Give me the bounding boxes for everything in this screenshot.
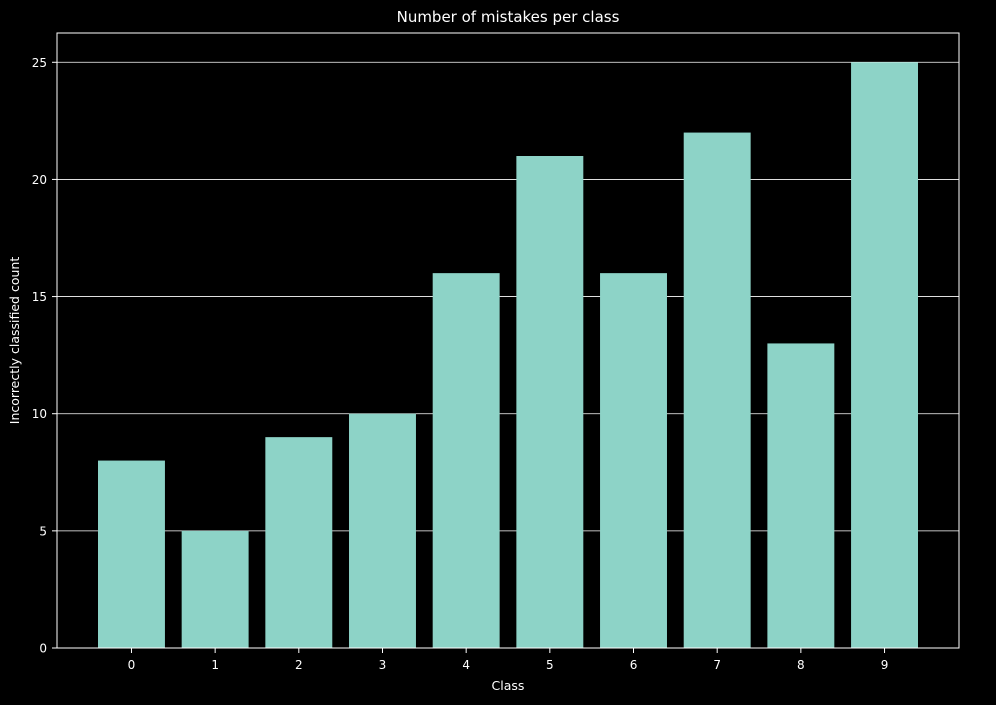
x-axis-label: Class — [492, 678, 525, 693]
x-tick-label: 6 — [630, 658, 638, 672]
x-tick-label: 5 — [546, 658, 554, 672]
plot-frame — [56, 32, 960, 649]
bars — [98, 62, 918, 649]
x-tick-label: 7 — [713, 658, 721, 672]
x-axis-ticks: 0 1 2 3 4 5 6 7 8 9 — [128, 648, 889, 672]
bar-class-2 — [265, 437, 333, 648]
x-tick-label: 0 — [128, 658, 136, 672]
y-tick-label: 25 — [32, 56, 47, 70]
bar-class-1 — [181, 530, 249, 648]
y-tick-label: 10 — [32, 407, 47, 421]
x-tick-label: 2 — [295, 658, 303, 672]
y-tick-label: 20 — [32, 173, 47, 187]
x-tick-label: 1 — [211, 658, 219, 672]
y-tick-label: 5 — [39, 524, 47, 538]
bar-class-7 — [683, 132, 751, 649]
chart-title: Number of mistakes per class — [397, 8, 620, 26]
y-tick-label: 0 — [39, 642, 47, 656]
x-tick-label: 3 — [379, 658, 387, 672]
bar-class-4 — [432, 273, 500, 648]
x-tick-label: 8 — [797, 658, 805, 672]
bar-class-6 — [600, 273, 667, 648]
y-axis-label: Incorrectly classified count — [7, 257, 22, 425]
bar-class-9 — [851, 62, 918, 649]
x-tick-label: 4 — [462, 658, 470, 672]
bar-class-5 — [516, 156, 584, 648]
bar-class-0 — [98, 460, 165, 648]
y-axis-ticks: 0 5 10 15 20 25 — [32, 56, 57, 656]
bar-class-8 — [767, 343, 835, 648]
bar-class-3 — [349, 413, 416, 648]
y-tick-label: 15 — [32, 290, 47, 304]
x-tick-label: 9 — [881, 658, 889, 672]
